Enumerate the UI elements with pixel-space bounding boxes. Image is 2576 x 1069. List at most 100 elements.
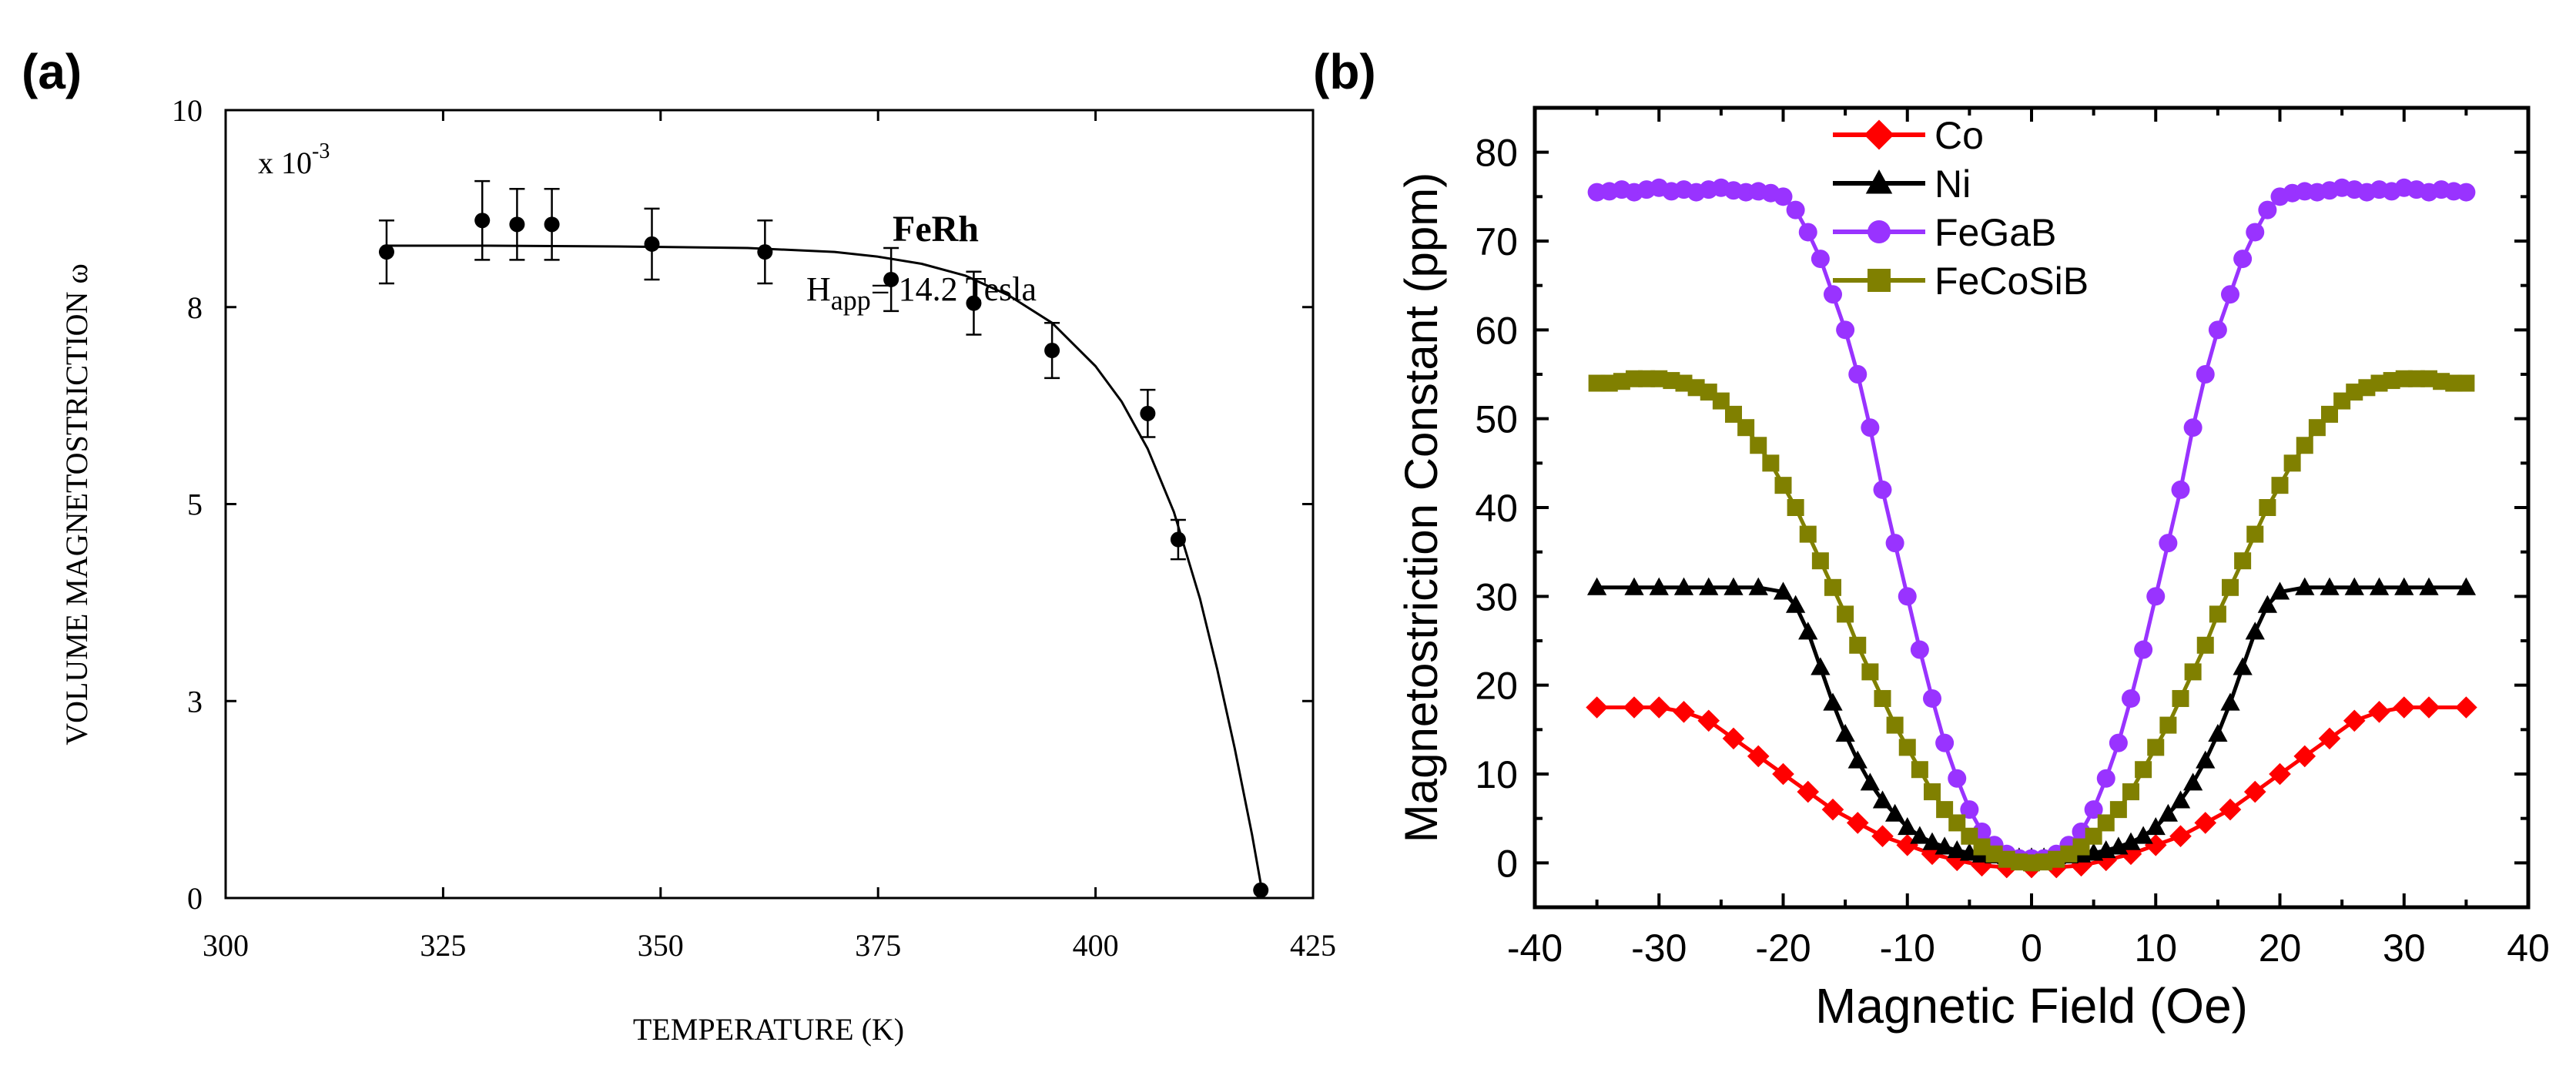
b-series-marker [2394,577,2414,595]
b-series-marker [1848,365,1868,384]
b-series-marker [1787,499,1804,516]
b-series-marker [2172,689,2189,707]
b-series-marker [1673,577,1694,595]
b-series-marker [1586,577,1607,595]
b-series-marker [2196,750,2216,769]
panel-a-label: (a) [22,44,82,99]
b-series-marker [2182,772,2203,791]
b-series-marker [1772,762,1794,786]
b-series-marker [1849,636,1867,654]
b-series-marker [1910,640,1929,659]
b-series-marker [2257,595,2278,613]
b-series-marker [1911,761,1928,779]
a-y-tick-label: 5 [187,488,203,522]
b-series-marker [1898,817,1918,836]
panel-b-x-axis-label: Magnetic Field (Oe) [1815,978,2248,1034]
b-y-tick-label: 50 [1475,398,1518,441]
b-series-marker [1762,454,1780,472]
b-series-marker [1837,605,1854,623]
a-point-marker [1140,405,1156,421]
b-legend-marker [1864,119,1894,150]
a-point-marker [1253,882,1269,898]
b-x-tick-label: -30 [1631,927,1687,970]
b-series-marker [2455,696,2477,719]
b-series-marker [1723,577,1744,595]
b-series-marker [1910,826,1930,844]
b-series-marker [2293,745,2316,768]
panel-b-legend: Co Ni FeGaB FeCoSiB [1833,114,2089,303]
b-series-marker [1774,187,1793,206]
b-series-marker [2146,817,2166,836]
b-y-tick-label: 80 [1475,132,1518,175]
b-series-marker [2259,499,2276,516]
b-x-tick-label: 10 [2134,927,2177,970]
b-y-tick-label: 70 [1475,220,1518,263]
b-series-marker [2158,803,2179,822]
b-series-marker [2246,223,2265,242]
panel-b-x-ticks: -40 -30 -20 -10 0 10 20 30 40 [1507,108,2550,970]
b-series-marker [1786,200,1805,219]
b-legend-label: FeGaB [1935,211,2056,254]
b-series-fecosib [1588,370,2475,872]
b-y-tick-label: 0 [1496,842,1518,885]
a-x-tick-label: 350 [638,928,684,963]
b-series-marker [2456,577,2477,595]
b-series-marker [1873,480,1892,499]
b-series-marker [2457,183,2476,202]
annotation-prefix: H [806,270,831,308]
b-series-marker [1874,689,1891,707]
b-series-marker [1797,780,1820,803]
a-data-point [544,188,560,261]
b-series-marker [1871,825,1894,848]
b-series-marker [2320,577,2340,595]
b-series-marker [2109,733,2128,752]
a-point-marker [757,244,773,260]
b-series-marker [2258,200,2277,219]
b-series-marker [2343,709,2366,732]
b-series-marker [1824,578,1841,596]
b-series-marker [1623,696,1646,719]
a-x-tick-label: 375 [855,928,901,963]
b-series-marker [1824,285,1842,304]
b-series-marker [1712,392,1730,410]
b-series-marker [2269,762,2291,786]
b-series-marker [2171,480,2190,499]
b-series-marker [2318,727,2341,750]
b-series-marker [1922,832,1942,850]
b-series-marker [1860,772,1881,791]
a-data-point [883,246,899,313]
b-series-marker [2147,739,2165,756]
b-series-marker [2134,640,2153,659]
b-series-marker [1773,581,1794,600]
b-series-marker [1959,843,1980,861]
b-series-marker [2208,320,2227,340]
a-data-point [378,219,394,285]
b-series-marker [1924,783,1941,801]
b-series-marker [1722,727,1745,750]
b-series-marker [1923,689,1941,708]
b-legend-marker [1868,269,1891,292]
b-series-marker [2085,827,2102,845]
a-y-tick-label: 10 [172,93,203,128]
b-series-marker [1835,723,1855,742]
a-y-tick-label: 3 [187,684,203,719]
b-series-marker [1935,836,1955,855]
b-series-marker [2170,790,2191,809]
b-series-marker [1785,595,1806,613]
a-point-marker [1170,531,1186,548]
b-series-marker [1649,577,1669,595]
b-series-marker [2219,798,2242,821]
b-series-marker [2159,534,2178,553]
b-series-marker [1799,525,1817,543]
b-series-marker [2183,418,2202,437]
panel-a-y-axis-label: VOLUME MAGNETOSTRICTION ω [59,263,94,746]
b-legend-entry: Co [1833,114,1984,157]
b-series-marker [2097,814,2115,832]
panel-a-y-ticks: 0 3 5 8 10 [172,93,1313,916]
a-data-point [474,179,491,261]
b-series-marker [2096,769,2115,788]
b-series-marker [2246,525,2264,543]
a-y-tick-label: 8 [187,290,203,325]
b-legend-label: Co [1935,114,1984,157]
